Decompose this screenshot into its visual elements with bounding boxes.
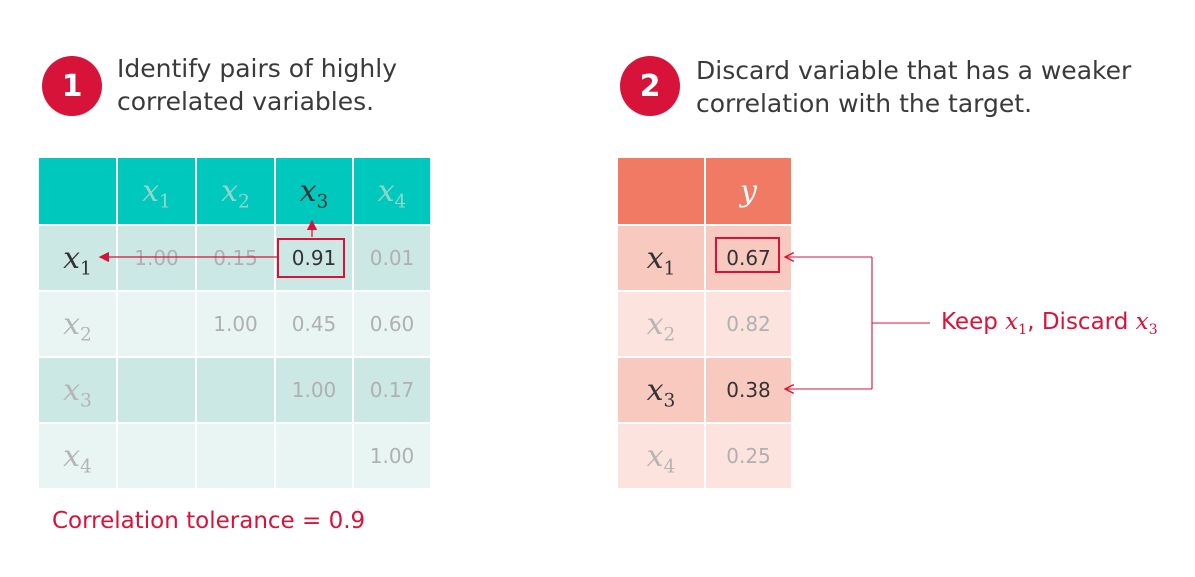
corr-cell: 1.00 [275,357,353,423]
target-row-label-x2: x2 [617,291,705,357]
variable-subscript: 1 [159,191,171,212]
variable-base: x [377,173,395,209]
corr-header-x4: x4 [353,157,431,225]
variable-base: x [299,173,317,209]
corr-header-x2: x2 [196,157,275,225]
variable-base: x [63,240,81,276]
discard-word: Discard [1041,309,1136,335]
correlation-matrix-table: x1 x2 x3 x4 x1 1.00 0.15 0.91 0.01 x2 1.00 0.45 0.60… [38,157,431,489]
corr-row-label-x4: x4 [38,423,117,489]
highlight-target-x1 [715,237,780,273]
variable-subscript: 4 [80,456,92,477]
corr-cell: 0.45 [275,291,353,357]
variable-subscript: 1 [663,258,676,279]
corr-row-label-x2: x2 [38,291,117,357]
step-1-text-line-2: correlated variables. [117,87,375,116]
variable-base: x [63,438,81,474]
step-2-text-line-1: Discard variable that has a weaker [696,56,1132,85]
keep-variable: x1 [1005,309,1028,338]
target-cell: 0.38 [705,357,792,423]
corr-row-label-x3: x3 [38,357,117,423]
step-2-text-line-2: correlation with the target. [696,89,1033,118]
corr-cell [117,423,196,489]
corr-cell: 1.00 [196,291,275,357]
variable-subscript: 3 [316,191,329,212]
discard-variable: x3 [1135,309,1158,338]
variable-base: x [63,372,81,408]
result-label: Keep x1, Discard x3 [941,309,1158,338]
target-row-label-x3: x3 [617,357,705,423]
correlation-tolerance-label: Correlation tolerance = 0.9 [52,508,366,534]
target-cell: 0.25 [705,423,792,489]
target-cell: 0.67 [705,225,792,291]
corr-cell: 0.17 [353,357,431,423]
target-row-label-x1: x1 [617,225,705,291]
corr-cell: 1.00 [353,423,431,489]
discard-var-base: x [1135,309,1149,335]
variable-base: x [646,240,664,276]
corr-header-x3: x3 [275,157,353,225]
step-1-number: 1 [61,68,83,104]
corr-cell [275,423,353,489]
variable-subscript: 3 [80,390,92,411]
variable-subscript: 3 [663,390,676,411]
corr-header-x1: x1 [117,157,196,225]
step-1-badge: 1 [42,56,102,116]
variable-base: x [646,306,664,342]
corr-cell: 0.01 [353,225,431,291]
result-separator: , [1027,309,1042,335]
keep-word: Keep [941,309,1006,335]
corr-cell [117,291,196,357]
variable-base: x [221,173,239,209]
variable-subscript: 2 [663,324,676,345]
keep-var-sub: 1 [1018,321,1028,338]
corr-header-corner [38,157,117,225]
variable-subscript: 4 [663,456,676,477]
step-2-badge: 2 [620,56,680,116]
variable-subscript: 2 [238,191,250,212]
variable-subscript: 1 [80,258,92,279]
corr-cell: 1.00 [117,225,196,291]
corr-cell: 0.15 [196,225,275,291]
step-2-number: 2 [639,68,661,104]
keep-var-base: x [1005,309,1019,335]
variable-base: x [142,173,160,209]
corr-cell [196,423,275,489]
variable-subscript: 2 [80,324,92,345]
variable-base: x [646,372,664,408]
step-2-text: Discard variable that has a weaker corre… [696,54,1131,120]
highlight-high-correlation [277,238,345,278]
target-correlation-table: y x1 0.67 x2 0.82 x3 0.38 x4 0.25 [617,157,792,489]
variable-subscript: 4 [394,191,407,212]
variable-base: x [646,438,664,474]
variable-base: x [63,306,81,342]
corr-row-label-x1: x1 [38,225,117,291]
target-header-corner [617,157,705,225]
corr-cell: 0.91 [275,225,353,291]
corr-cell [196,357,275,423]
discard-var-sub: 3 [1148,321,1158,338]
target-row-label-x4: x4 [617,423,705,489]
step-1-text: Identify pairs of highly correlated vari… [117,52,397,118]
target-header-y: y [705,157,792,225]
target-cell: 0.82 [705,291,792,357]
target-variable: y [740,173,757,209]
corr-cell: 0.60 [353,291,431,357]
step-1-text-line-1: Identify pairs of highly [117,54,397,83]
corr-cell [117,357,196,423]
